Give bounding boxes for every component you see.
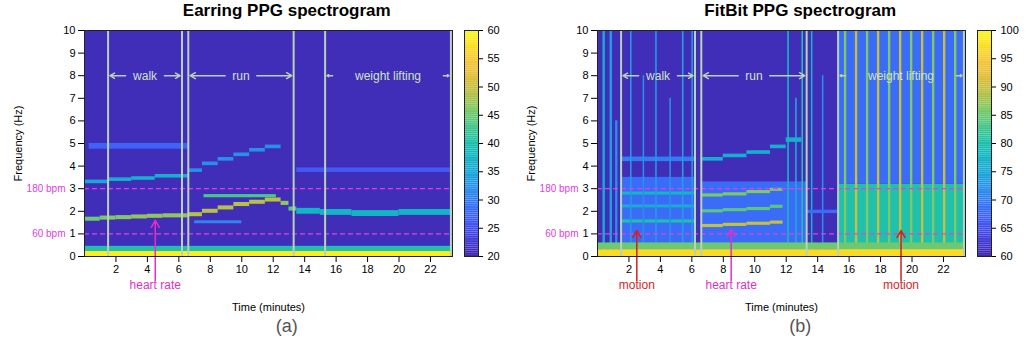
- svg-text:9: 9: [583, 47, 589, 59]
- svg-text:2: 2: [626, 263, 632, 275]
- svg-text:0: 0: [69, 250, 75, 262]
- svg-text:50: 50: [487, 81, 499, 93]
- svg-text:100: 100: [1001, 24, 1019, 36]
- svg-text:85: 85: [1001, 109, 1013, 121]
- svg-text:10: 10: [749, 263, 761, 275]
- svg-text:6: 6: [176, 263, 182, 275]
- svg-text:5: 5: [583, 137, 589, 149]
- svg-text:6: 6: [69, 114, 75, 126]
- svg-text:8: 8: [583, 69, 589, 81]
- svg-text:60: 60: [1001, 250, 1013, 262]
- svg-text:10: 10: [235, 263, 247, 275]
- svg-text:14: 14: [298, 263, 310, 275]
- svg-text:22: 22: [938, 263, 950, 275]
- svg-text:8: 8: [720, 263, 726, 275]
- svg-text:motion: motion: [619, 278, 655, 292]
- svg-text:walk: walk: [645, 69, 671, 83]
- svg-text:7: 7: [583, 92, 589, 104]
- svg-text:80: 80: [1001, 137, 1013, 149]
- svg-text:45: 45: [487, 109, 499, 121]
- svg-text:8: 8: [207, 263, 213, 275]
- svg-text:heart rate: heart rate: [706, 278, 758, 292]
- svg-text:weight lifting: weight lifting: [867, 69, 934, 83]
- svg-text:7: 7: [69, 92, 75, 104]
- svg-text:weight lifting: weight lifting: [354, 69, 421, 83]
- html-text:Earring PPG spectrogram: Earring PPG spectrogram: [182, 1, 391, 20]
- svg-text:30: 30: [487, 194, 499, 206]
- svg-text:Time (minutes): Time (minutes): [745, 301, 818, 313]
- svg-text:run: run: [232, 69, 249, 83]
- svg-text:60 bpm: 60 bpm: [32, 228, 65, 239]
- svg-text:40: 40: [487, 137, 499, 149]
- svg-text:3: 3: [69, 182, 75, 194]
- svg-text:motion: motion: [883, 278, 919, 292]
- svg-text:4: 4: [144, 263, 150, 275]
- svg-text:9: 9: [69, 47, 75, 59]
- svg-text:Time (minutes): Time (minutes): [232, 301, 305, 313]
- svg-text:6: 6: [583, 114, 589, 126]
- svg-text:65: 65: [1001, 222, 1013, 234]
- svg-text:heart rate: heart rate: [129, 278, 181, 292]
- svg-text:18: 18: [875, 263, 887, 275]
- svg-text:14: 14: [812, 263, 824, 275]
- html-text:FitBit PPG spectrogram: FitBit PPG spectrogram: [704, 1, 897, 20]
- svg-text:60: 60: [487, 24, 499, 36]
- svg-text:25: 25: [487, 222, 499, 234]
- svg-text:3: 3: [583, 182, 589, 194]
- html-text:(a): (a): [275, 316, 298, 336]
- svg-text:8: 8: [69, 69, 75, 81]
- svg-text:180 bpm: 180 bpm: [26, 183, 65, 194]
- svg-text:2: 2: [69, 205, 75, 217]
- svg-text:12: 12: [267, 263, 279, 275]
- svg-text:70: 70: [1001, 194, 1013, 206]
- svg-text:20: 20: [906, 263, 918, 275]
- svg-text:1: 1: [583, 227, 589, 239]
- svg-text:4: 4: [658, 263, 664, 275]
- svg-text:12: 12: [780, 263, 792, 275]
- svg-text:10: 10: [577, 24, 589, 36]
- svg-text:run: run: [746, 69, 763, 83]
- svg-text:20: 20: [393, 263, 405, 275]
- svg-text:walk: walk: [132, 69, 158, 83]
- svg-text:Frequency (Hz): Frequency (Hz): [526, 106, 538, 182]
- svg-text:5: 5: [69, 137, 75, 149]
- svg-text:4: 4: [69, 160, 75, 172]
- svg-text:22: 22: [424, 263, 436, 275]
- svg-text:95: 95: [1001, 52, 1013, 64]
- svg-text:18: 18: [361, 263, 373, 275]
- svg-text:0: 0: [583, 250, 589, 262]
- svg-text:55: 55: [487, 52, 499, 64]
- svg-text:10: 10: [63, 24, 75, 36]
- svg-text:6: 6: [689, 263, 695, 275]
- svg-text:Frequency (Hz): Frequency (Hz): [12, 106, 24, 182]
- svg-text:60 bpm: 60 bpm: [545, 228, 578, 239]
- svg-text:90: 90: [1001, 81, 1013, 93]
- svg-text:4: 4: [583, 160, 589, 172]
- svg-text:180 bpm: 180 bpm: [540, 183, 579, 194]
- svg-text:20: 20: [487, 250, 499, 262]
- svg-text:35: 35: [487, 165, 499, 177]
- svg-text:16: 16: [330, 263, 342, 275]
- svg-text:75: 75: [1001, 165, 1013, 177]
- svg-text:1: 1: [69, 227, 75, 239]
- svg-text:16: 16: [843, 263, 855, 275]
- html-text:(b): (b): [789, 316, 812, 336]
- svg-text:2: 2: [583, 205, 589, 217]
- svg-text:2: 2: [113, 263, 119, 275]
